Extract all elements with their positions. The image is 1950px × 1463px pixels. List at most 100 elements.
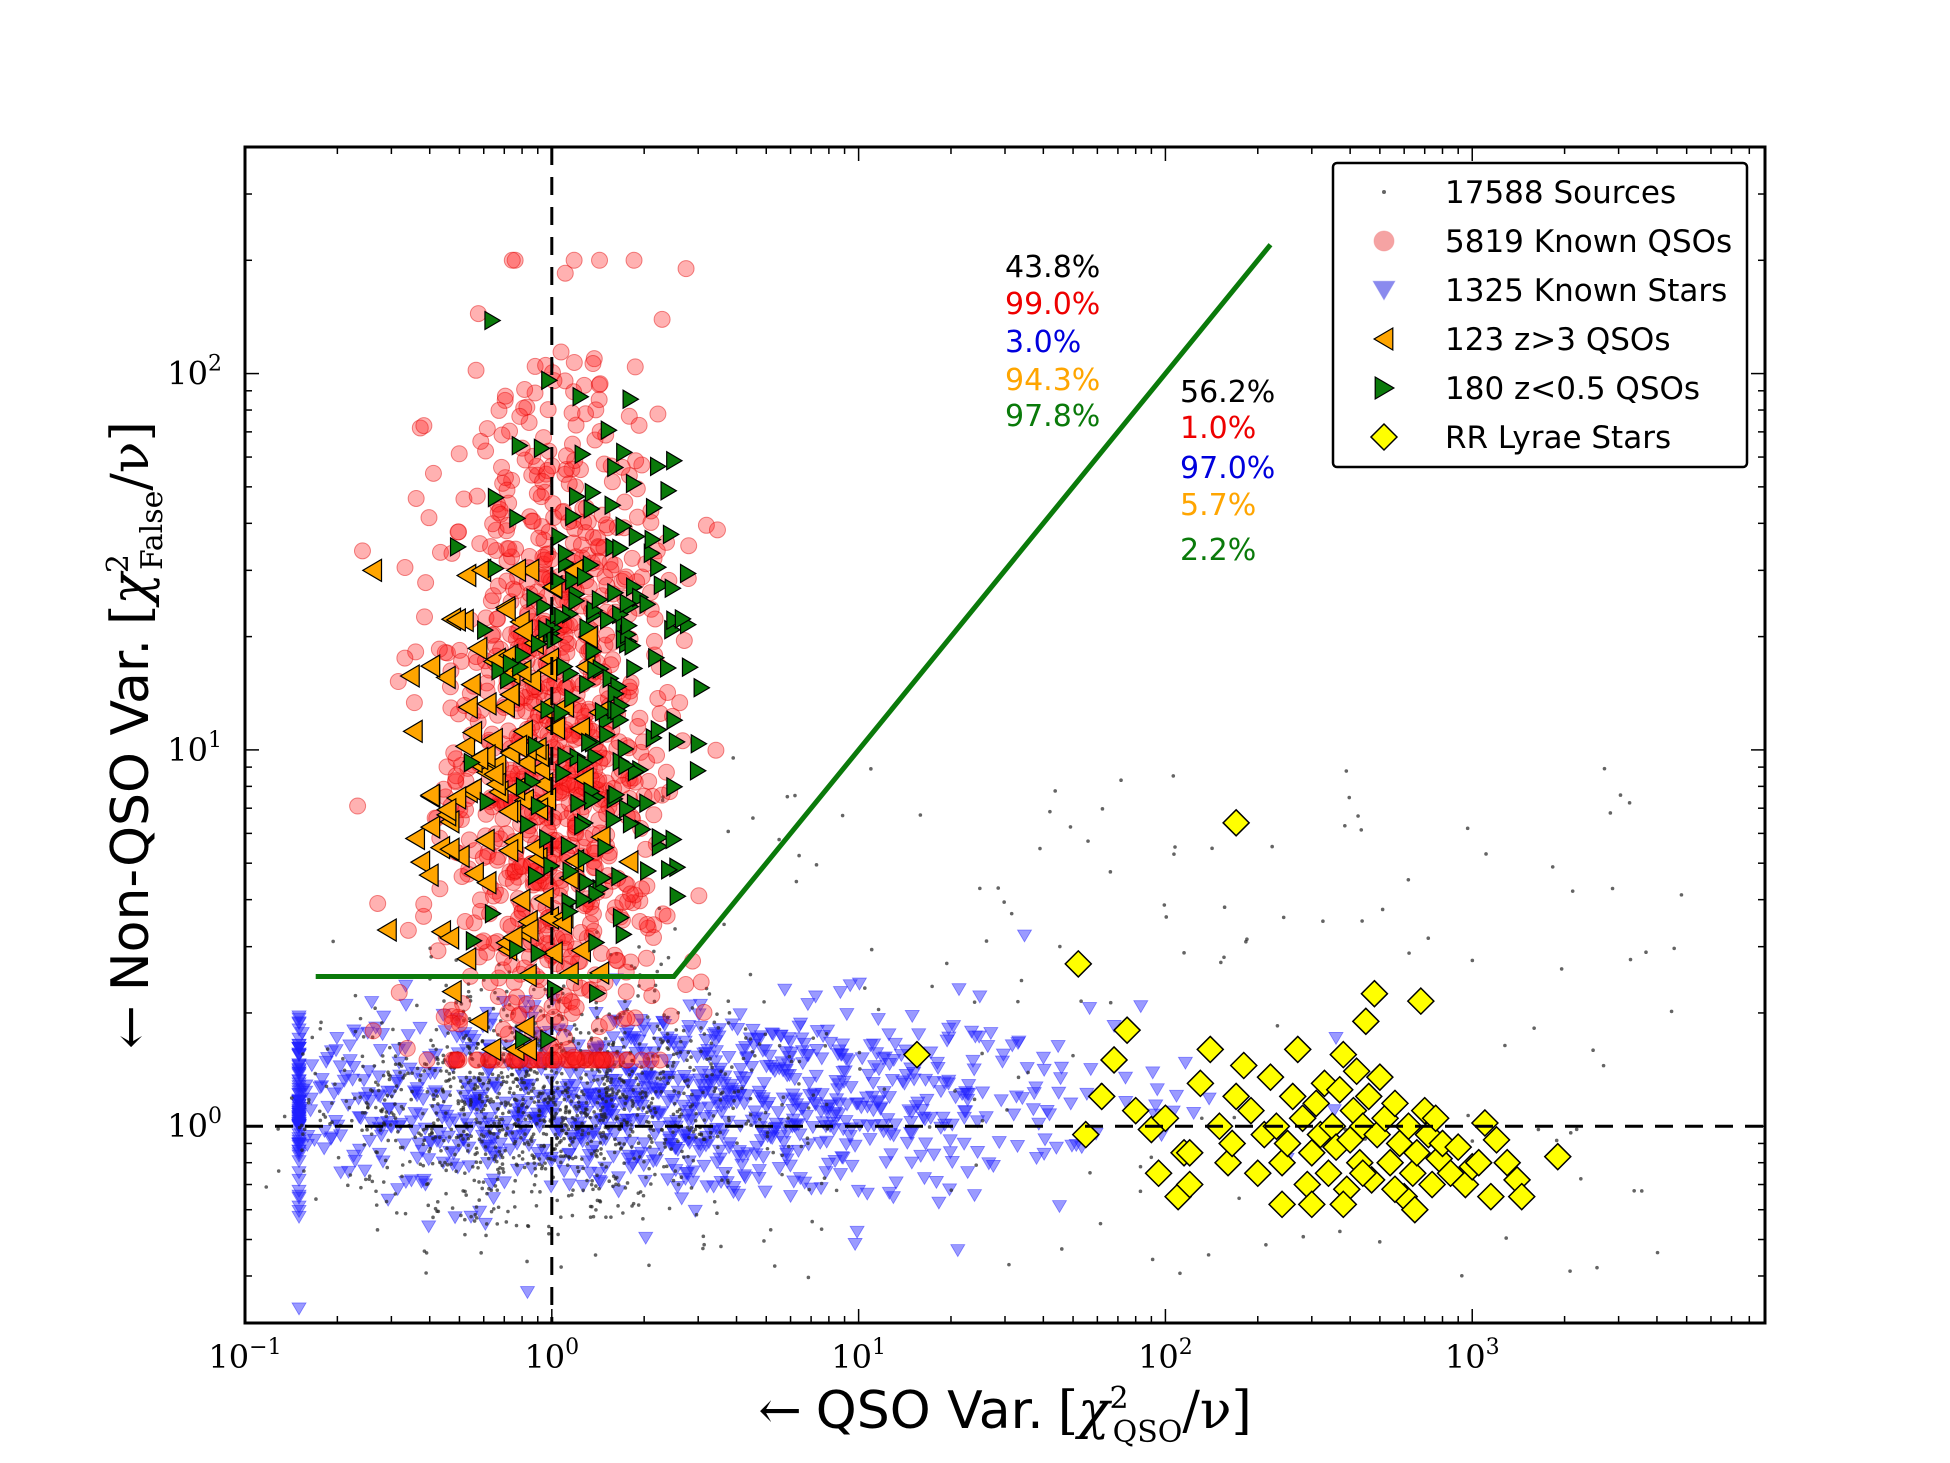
- point-dot: [972, 1097, 977, 1102]
- point-dot: [740, 1086, 744, 1090]
- point-dot: [658, 1037, 663, 1042]
- point-triangle-down: [870, 1013, 887, 1027]
- point-triangle-down: [291, 1204, 307, 1219]
- point-dot: [823, 1044, 828, 1048]
- point-dot: [430, 1161, 435, 1166]
- point-dot: [672, 1089, 676, 1093]
- x-tick-labels: 10−1 100 101 102 103: [208, 1335, 1499, 1376]
- point-circle: [396, 559, 414, 577]
- point-dot: [1356, 814, 1360, 818]
- point-dot: [533, 1166, 538, 1171]
- point-triangle-down: [712, 1062, 729, 1076]
- point-triangle-down: [291, 1016, 307, 1030]
- point-dot: [478, 1121, 482, 1125]
- point-triangle-down: [865, 1038, 882, 1052]
- x-axis-tail: /ν: [1182, 1381, 1231, 1441]
- point-dot: [447, 1071, 452, 1076]
- point-dot: [373, 1006, 377, 1011]
- point-circle: [448, 1051, 466, 1069]
- point-dot: [360, 1054, 365, 1059]
- point-dot: [597, 1186, 601, 1191]
- point-dot: [1608, 811, 1613, 815]
- point-triangle-down: [575, 1179, 591, 1193]
- point-triangle-down: [745, 1023, 761, 1037]
- point-dot: [378, 1128, 383, 1132]
- point-dot: [393, 1089, 397, 1093]
- point-dot: [538, 1118, 542, 1123]
- point-dot: [374, 1203, 379, 1207]
- point-dot: [576, 1041, 581, 1046]
- point-dot: [1016, 1075, 1021, 1080]
- point-dot: [604, 1071, 609, 1076]
- point-triangle-down: [564, 1129, 580, 1143]
- point-triangle-down: [993, 1094, 1009, 1108]
- point-dot: [595, 1173, 599, 1178]
- point-dot: [419, 1133, 423, 1137]
- point-dot: [433, 1068, 437, 1073]
- point-circle: [489, 987, 507, 1005]
- point-dot: [678, 1050, 683, 1055]
- point-dot: [639, 1065, 644, 1069]
- point-dot: [658, 1152, 662, 1156]
- point-triangle-down: [911, 1028, 927, 1042]
- point-dot: [431, 1136, 435, 1141]
- point-dot: [593, 1253, 598, 1257]
- point-dot: [609, 1077, 614, 1081]
- point-triangle-down: [664, 1158, 680, 1172]
- point-circle: [489, 577, 507, 595]
- point-dot: [532, 1086, 536, 1091]
- point-dot: [744, 1036, 748, 1040]
- point-triangle-down: [519, 1286, 536, 1300]
- point-dot: [478, 1071, 482, 1076]
- point-triangle-down: [757, 1044, 774, 1058]
- point-dot: [282, 1114, 287, 1119]
- point-triangle-down: [381, 1102, 398, 1117]
- point-dot: [667, 1206, 672, 1211]
- point-dot: [264, 1185, 269, 1189]
- point-dot: [1426, 936, 1431, 941]
- point-triangle-down: [770, 1106, 786, 1120]
- point-dot: [549, 1069, 554, 1073]
- point-circle: [616, 493, 634, 511]
- point-circle: [488, 851, 506, 869]
- point-dot: [720, 1178, 724, 1182]
- point-dot: [765, 1146, 770, 1151]
- point-dot: [306, 1100, 311, 1105]
- point-dot: [472, 1075, 476, 1080]
- point-dot: [682, 1155, 686, 1159]
- point-dot: [570, 1193, 574, 1197]
- point-circle: [626, 358, 644, 376]
- point-triangle-down: [940, 1022, 957, 1036]
- point-dot: [789, 1059, 794, 1064]
- point-triangle-down: [755, 1092, 771, 1106]
- point-dot: [753, 1053, 757, 1058]
- point-dot: [475, 1151, 479, 1155]
- point-dot: [590, 1179, 594, 1183]
- point-triangle-down: [333, 1166, 349, 1180]
- point-triangle-down: [963, 1025, 980, 1039]
- point-dot: [602, 1134, 607, 1138]
- point-dot: [358, 1078, 362, 1082]
- point-dot: [793, 793, 797, 798]
- point-dot: [415, 1003, 419, 1008]
- point-dot: [525, 1259, 529, 1264]
- point-triangle-down: [496, 1176, 513, 1190]
- point-dot: [472, 1086, 477, 1091]
- x-axis-title: ← QSO Var. [χ2 QSO/ν]: [758, 1381, 1252, 1450]
- point-dot: [648, 1145, 652, 1149]
- point-dot: [1568, 1131, 1573, 1135]
- point-triangle-down: [818, 1166, 834, 1180]
- point-dot: [586, 1031, 591, 1035]
- point-dot: [1100, 807, 1105, 811]
- point-circle: [558, 644, 576, 662]
- point-triangle-down: [884, 1073, 901, 1088]
- point-circle: [565, 353, 583, 371]
- point-dot: [822, 1176, 827, 1180]
- point-triangle-down: [860, 1068, 877, 1083]
- point-dot: [673, 1169, 678, 1173]
- point-triangle-down: [942, 1134, 958, 1148]
- point-dot: [597, 1089, 602, 1093]
- point-triangle-down: [833, 1048, 849, 1062]
- point-dot: [452, 1076, 456, 1080]
- point-triangle-down: [413, 1175, 430, 1189]
